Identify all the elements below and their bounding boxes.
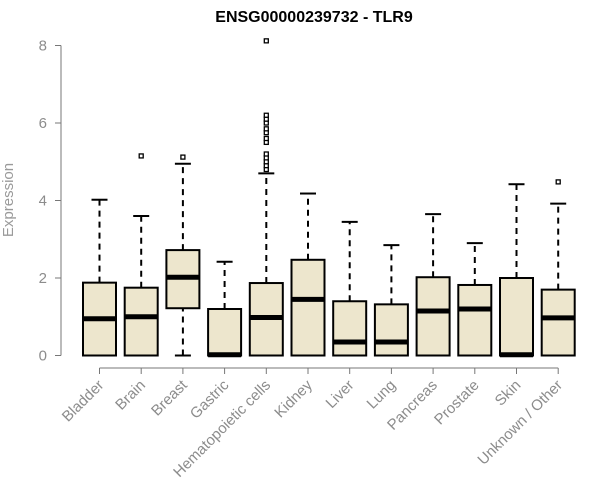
outlier-point [555, 179, 561, 185]
box-iqr [290, 258, 326, 357]
box-kidney [290, 192, 326, 357]
x-tick-label: Skin [492, 377, 525, 410]
box-bladder [82, 198, 117, 357]
box-iqr [332, 300, 368, 357]
box-iqr [499, 277, 534, 357]
box-iqr [373, 303, 409, 357]
y-tick-label: 4 [39, 193, 47, 210]
box-pancreas [415, 213, 451, 357]
outlier-point [263, 38, 269, 44]
outlier-point [263, 112, 269, 118]
box-gastric [207, 260, 243, 358]
box-brain [123, 153, 159, 357]
y-tick-label: 2 [39, 270, 47, 287]
box-iqr [457, 283, 493, 357]
outlier-point [263, 151, 269, 157]
box-skin [499, 183, 534, 358]
box-iqr [415, 276, 451, 357]
x-tick-label: Liver [323, 377, 358, 412]
x-tick-label: Prostate [431, 377, 483, 429]
y-tick-label: 0 [39, 348, 47, 365]
y-tick-label: 6 [39, 115, 47, 132]
box-breast [165, 154, 201, 357]
outlier-point [180, 154, 186, 160]
y-tick-label: 8 [39, 38, 47, 55]
y-axis: 0 2 4 6 8 [39, 38, 62, 365]
x-tick-label: Kidney [271, 376, 316, 421]
outlier-point [263, 126, 269, 132]
box-iqr [540, 288, 576, 357]
box-hematopoietic-cells [248, 38, 284, 357]
outlier-point [263, 135, 269, 142]
box-unknown-other [540, 179, 576, 357]
box-iqr [123, 286, 159, 357]
y-axis-label: Expression [0, 163, 17, 237]
outlier-point [138, 153, 144, 159]
box-prostate [457, 242, 493, 357]
x-tick-label: Lung [364, 377, 400, 413]
box-liver [332, 220, 368, 357]
plot-area [82, 38, 576, 358]
chart-title: ENSG00000239732 - TLR9 [215, 9, 413, 26]
x-tick-label: Breast [148, 376, 191, 419]
x-tick-label: Bladder [59, 377, 108, 426]
box-iqr [207, 308, 243, 357]
x-tick-label: Brain [112, 377, 149, 414]
box-lung [373, 244, 409, 357]
